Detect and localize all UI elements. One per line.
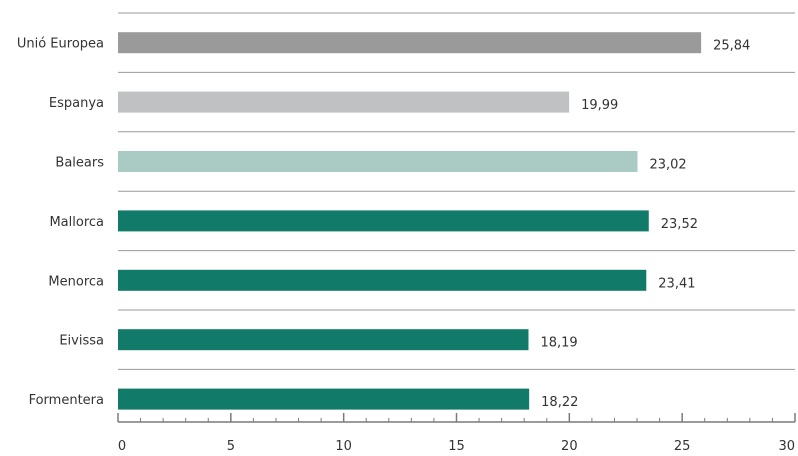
bars: [118, 32, 702, 410]
x-tick-label: 20: [561, 439, 578, 454]
value-label: 23,41: [658, 276, 695, 291]
category-label: Eivissa: [59, 334, 104, 349]
bar: [118, 32, 702, 54]
value-label: 18,19: [540, 336, 577, 351]
x-tick-label: 25: [674, 439, 691, 454]
bar: [118, 269, 647, 291]
bar: [118, 388, 530, 410]
value-label: 23,52: [661, 217, 698, 232]
x-tick-label: 5: [227, 439, 235, 454]
x-tick-label: 15: [448, 439, 465, 454]
bar: [118, 151, 638, 172]
value-label: 25,84: [713, 39, 750, 54]
value-labels: 25,84 19,99 23,02 23,52 23,41 18,19 18,22: [540, 39, 750, 410]
category-label: Menorca: [48, 274, 104, 289]
category-separators: [118, 12, 795, 370]
category-label: Espanya: [49, 96, 104, 111]
category-label: Balears: [55, 156, 104, 171]
bar: [118, 91, 570, 113]
category-label: Mallorca: [49, 215, 104, 230]
category-label: Formentera: [29, 393, 104, 408]
bar: [118, 210, 649, 232]
value-label: 18,22: [541, 395, 578, 410]
x-tick-label: 0: [118, 439, 126, 454]
category-label: Unió Europea: [17, 37, 104, 52]
x-axis: 0 5 10 15 20 25 30: [117, 413, 796, 454]
x-tick-label: 30: [778, 439, 795, 454]
x-tick-label: 10: [335, 439, 352, 454]
value-label: 19,99: [581, 98, 618, 113]
value-label: 23,02: [649, 158, 686, 173]
bar: [118, 329, 529, 351]
category-labels: Unió Europea Espanya Balears Mallorca Menorc…: [17, 37, 104, 408]
